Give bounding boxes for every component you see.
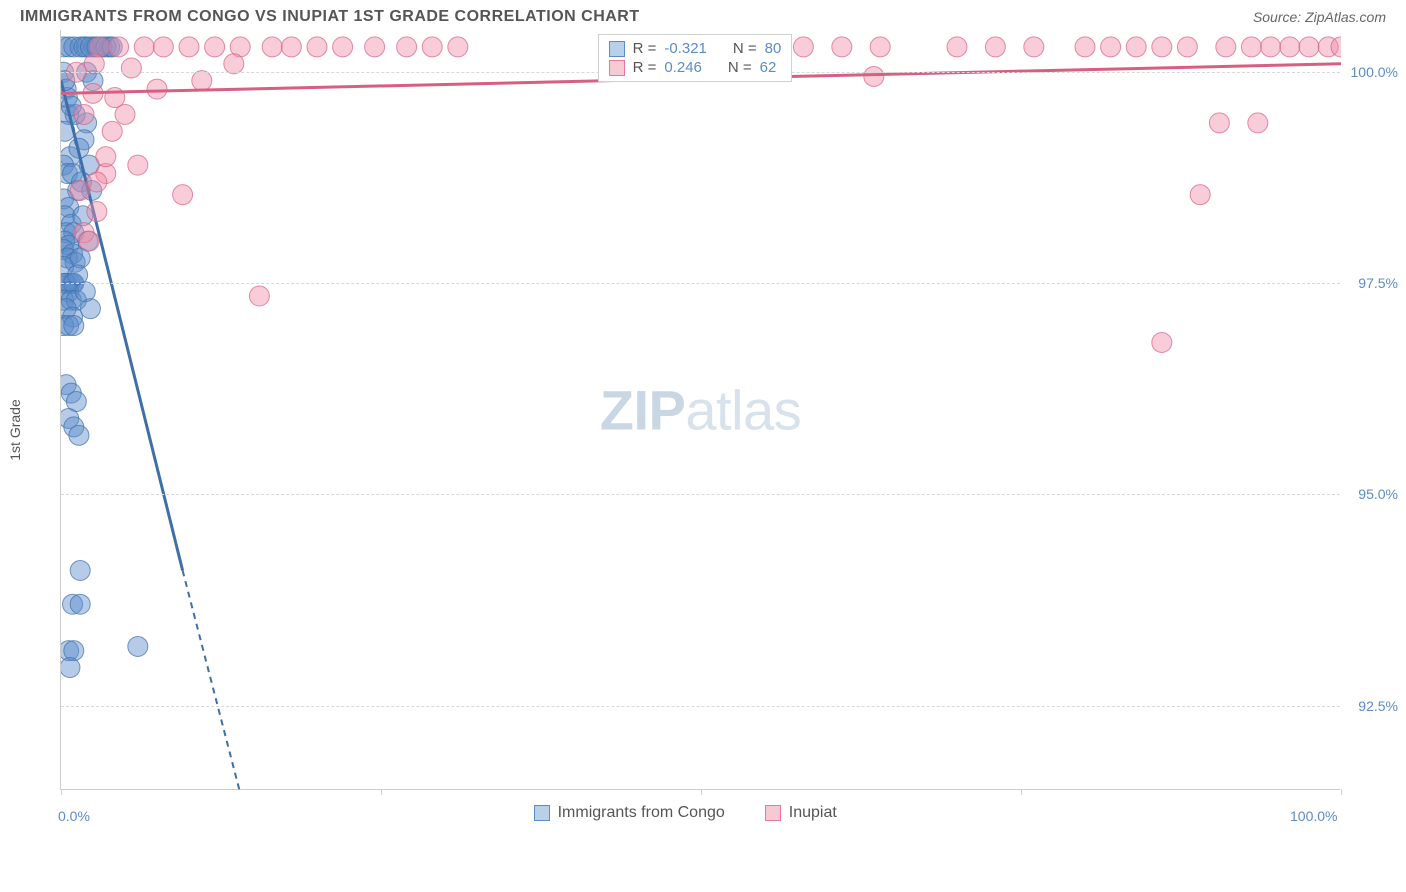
legend-n-value: 62 [760, 59, 777, 76]
data-point [1152, 37, 1172, 57]
data-point [448, 37, 468, 57]
y-tick-label: 100.0% [1351, 64, 1398, 80]
chart-wrapper: 1st Grade ZIPatlas 92.5%95.0%97.5%100.0%… [20, 30, 1386, 870]
chart-title: IMMIGRANTS FROM CONGO VS INUPIAT 1ST GRA… [20, 8, 640, 26]
data-point [128, 636, 148, 656]
legend-n-label: N = [728, 59, 752, 76]
data-point [121, 58, 141, 78]
legend-r-label: R = [633, 59, 657, 76]
scatter-svg [61, 30, 1341, 790]
data-point [96, 147, 116, 167]
data-point [333, 37, 353, 57]
legend-row: R = 0.246 N = 62 [609, 58, 782, 77]
x-max-label: 100.0% [1290, 808, 1337, 824]
legend-r-label: R = [633, 40, 657, 57]
data-point [262, 37, 282, 57]
plot-area: ZIPatlas 92.5%95.0%97.5%100.0% [60, 30, 1340, 790]
data-point [365, 37, 385, 57]
data-point [870, 37, 890, 57]
x-tick [1341, 789, 1342, 795]
y-tick-label: 97.5% [1358, 275, 1398, 291]
data-point [422, 37, 442, 57]
data-point [1280, 37, 1300, 57]
legend-r-value: 0.246 [664, 59, 702, 76]
data-point [397, 37, 417, 57]
data-point [832, 37, 852, 57]
legend-n-label: N = [733, 40, 757, 57]
legend-n-value: 80 [765, 40, 782, 57]
data-point [864, 66, 884, 86]
x-min-label: 0.0% [58, 808, 90, 824]
legend-label: Immigrants from Congo [558, 804, 725, 822]
x-tick [701, 789, 702, 795]
data-point [307, 37, 327, 57]
legend-item: Inupiat [765, 804, 837, 822]
data-point [1299, 37, 1319, 57]
data-point [102, 121, 122, 141]
data-point [61, 658, 80, 678]
y-axis-label: 1st Grade [7, 399, 23, 460]
data-point [1248, 113, 1268, 133]
data-point [947, 37, 967, 57]
data-point [1177, 37, 1197, 57]
x-tick [381, 789, 382, 795]
data-point [1209, 113, 1229, 133]
data-point [87, 172, 107, 192]
legend-swatch [609, 60, 625, 76]
data-point [985, 37, 1005, 57]
data-point [179, 37, 199, 57]
data-point [1101, 37, 1121, 57]
data-point [1216, 37, 1236, 57]
data-point [69, 425, 89, 445]
data-point [1241, 37, 1261, 57]
data-point [1024, 37, 1044, 57]
source-attribution: Source: ZipAtlas.com [1253, 9, 1386, 25]
data-point [1190, 185, 1210, 205]
y-tick-label: 92.5% [1358, 698, 1398, 714]
data-point [147, 79, 167, 99]
gridline [61, 494, 1340, 495]
x-tick [61, 789, 62, 795]
series-legend: Immigrants from Congo Inupiat [534, 804, 837, 822]
data-point [87, 202, 107, 222]
legend-swatch [534, 805, 550, 821]
data-point [173, 185, 193, 205]
legend-item: Immigrants from Congo [534, 804, 725, 822]
data-point [109, 37, 129, 57]
y-tick-label: 95.0% [1358, 486, 1398, 502]
data-point [79, 231, 99, 251]
data-point [70, 560, 90, 580]
data-point [74, 104, 94, 124]
data-point [153, 37, 173, 57]
data-point [1152, 332, 1172, 352]
legend-swatch [765, 805, 781, 821]
data-point [80, 299, 100, 319]
legend-r-value: -0.321 [664, 40, 707, 57]
data-point [192, 71, 212, 91]
data-point [224, 54, 244, 74]
data-point [281, 37, 301, 57]
gridline [61, 283, 1340, 284]
correlation-legend: R =-0.321N =80R =0.246N =62 [598, 34, 793, 82]
legend-label: Inupiat [789, 804, 837, 822]
data-point [128, 155, 148, 175]
data-point [249, 286, 269, 306]
data-point [1126, 37, 1146, 57]
data-point [70, 594, 90, 614]
data-point [134, 37, 154, 57]
data-point [64, 316, 84, 336]
legend-row: R = -0.321 N = 80 [609, 39, 782, 58]
data-point [1261, 37, 1281, 57]
x-tick [1021, 789, 1022, 795]
data-point [84, 54, 104, 74]
gridline [61, 706, 1340, 707]
data-point [1075, 37, 1095, 57]
chart-header: IMMIGRANTS FROM CONGO VS INUPIAT 1ST GRA… [0, 0, 1406, 30]
legend-swatch [609, 41, 625, 57]
data-point [205, 37, 225, 57]
data-point [793, 37, 813, 57]
trend-line-dashed [183, 570, 273, 790]
